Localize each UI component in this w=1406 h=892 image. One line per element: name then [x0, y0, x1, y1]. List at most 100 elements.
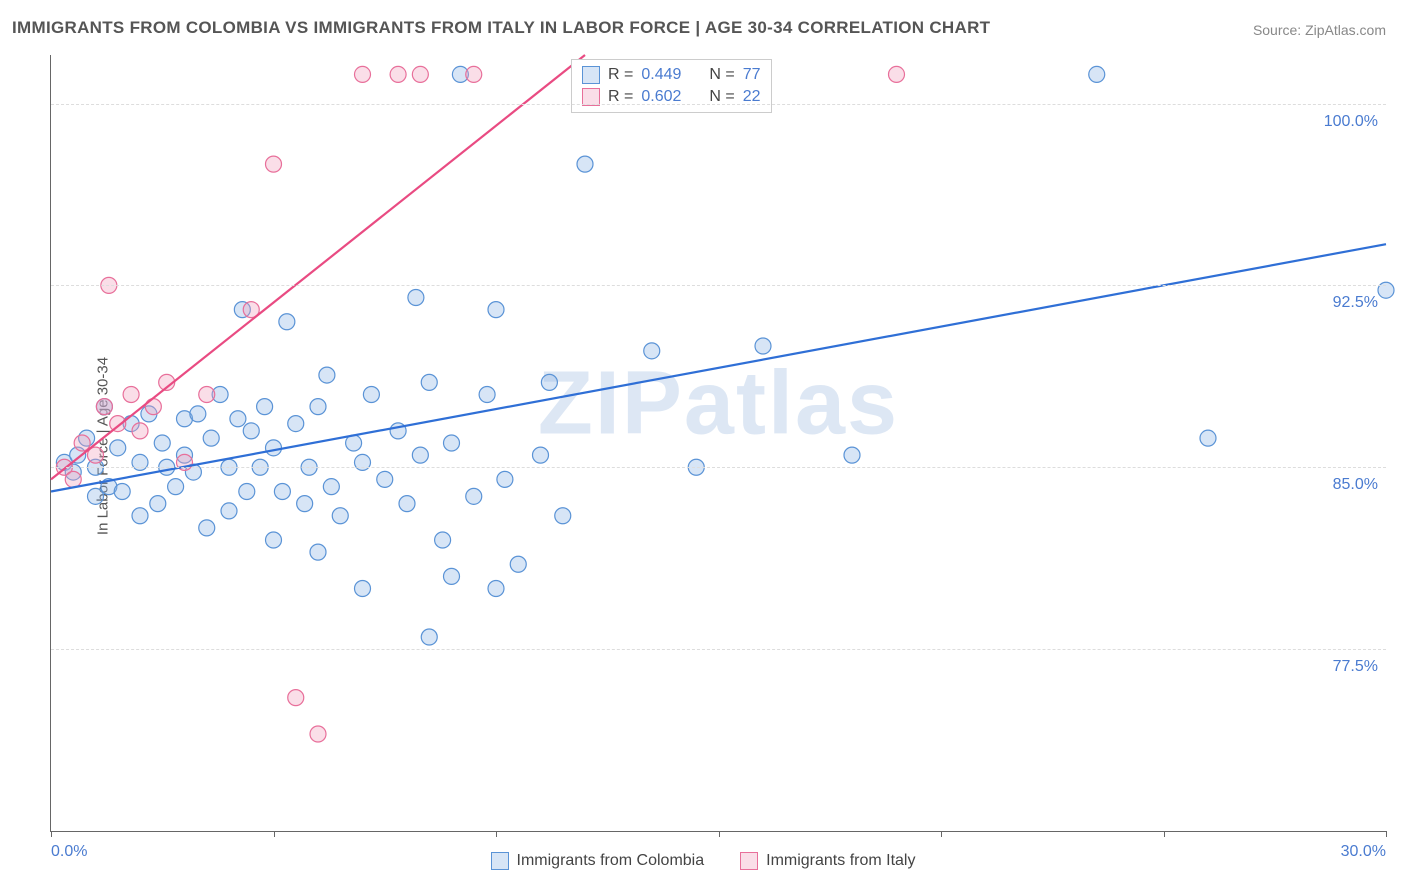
data-point — [74, 435, 90, 451]
data-point — [644, 343, 660, 359]
y-tick-label: 92.5% — [1333, 294, 1378, 312]
legend-row-colombia: R = 0.449 N = 77 — [582, 64, 761, 86]
data-point — [755, 338, 771, 354]
swatch-colombia — [491, 852, 509, 870]
data-point — [288, 416, 304, 432]
data-point — [221, 503, 237, 519]
data-point — [555, 508, 571, 524]
legend-label-colombia: Immigrants from Colombia — [517, 852, 705, 870]
legend-label-italy: Immigrants from Italy — [766, 852, 915, 870]
y-tick-label: 100.0% — [1324, 113, 1378, 131]
data-point — [145, 399, 161, 415]
data-point — [288, 690, 304, 706]
data-point — [239, 484, 255, 500]
data-point — [1200, 430, 1216, 446]
data-point — [132, 508, 148, 524]
legend-item-italy: Immigrants from Italy — [740, 852, 915, 870]
chart-title: IMMIGRANTS FROM COLOMBIA VS IMMIGRANTS F… — [12, 18, 990, 38]
n-value-colombia: 77 — [743, 66, 761, 84]
regression-line — [51, 55, 585, 479]
x-tick — [1386, 831, 1387, 837]
data-point — [510, 556, 526, 572]
x-tick — [51, 831, 52, 837]
data-point — [243, 423, 259, 439]
data-point — [497, 471, 513, 487]
data-point — [1089, 66, 1105, 82]
series-legend: Immigrants from Colombia Immigrants from… — [0, 852, 1406, 870]
data-point — [199, 520, 215, 536]
swatch-italy — [740, 852, 758, 870]
source-attribution: Source: ZipAtlas.com — [1253, 22, 1386, 38]
data-point — [390, 66, 406, 82]
x-tick — [274, 831, 275, 837]
data-point — [377, 471, 393, 487]
data-point — [363, 387, 379, 403]
data-point — [319, 367, 335, 383]
data-point — [310, 399, 326, 415]
data-point — [168, 479, 184, 495]
data-point — [479, 387, 495, 403]
data-point — [421, 374, 437, 390]
data-point — [279, 314, 295, 330]
data-point — [577, 156, 593, 172]
data-point — [266, 532, 282, 548]
data-point — [88, 488, 104, 504]
data-point — [844, 447, 860, 463]
data-point — [110, 440, 126, 456]
data-point — [488, 581, 504, 597]
data-point — [332, 508, 348, 524]
x-tick — [1164, 831, 1165, 837]
legend-item-colombia: Immigrants from Colombia — [491, 852, 705, 870]
gridline — [51, 285, 1386, 286]
gridline — [51, 104, 1386, 105]
data-point — [488, 302, 504, 318]
y-tick-label: 85.0% — [1333, 476, 1378, 494]
x-tick — [719, 831, 720, 837]
correlation-legend: R = 0.449 N = 77 R = 0.602 N = 22 — [571, 59, 772, 113]
plot-area: ZIPatlas R = 0.449 N = 77 R = 0.602 N = … — [50, 55, 1386, 832]
data-point — [266, 440, 282, 456]
swatch-colombia — [582, 66, 600, 84]
data-point — [533, 447, 549, 463]
data-point — [96, 399, 112, 415]
n-prefix: N = — [709, 66, 734, 84]
data-point — [444, 435, 460, 451]
data-point — [310, 726, 326, 742]
data-point — [297, 496, 313, 512]
data-point — [412, 66, 428, 82]
gridline — [51, 467, 1386, 468]
legend-row-italy: R = 0.602 N = 22 — [582, 86, 761, 108]
data-point — [123, 387, 139, 403]
data-point — [230, 411, 246, 427]
data-point — [323, 479, 339, 495]
data-point — [150, 496, 166, 512]
data-point — [132, 423, 148, 439]
r-prefix: R = — [608, 66, 633, 84]
data-point — [435, 532, 451, 548]
r-value-colombia: 0.449 — [641, 66, 681, 84]
data-point — [399, 496, 415, 512]
gridline — [51, 649, 1386, 650]
data-point — [541, 374, 557, 390]
data-point — [889, 66, 905, 82]
data-point — [274, 484, 290, 500]
chart-container: IMMIGRANTS FROM COLOMBIA VS IMMIGRANTS F… — [0, 0, 1406, 892]
data-point — [412, 447, 428, 463]
data-point — [203, 430, 219, 446]
data-point — [466, 488, 482, 504]
y-tick-label: 77.5% — [1333, 658, 1378, 676]
data-point — [266, 156, 282, 172]
data-point — [355, 66, 371, 82]
data-point — [257, 399, 273, 415]
data-point — [114, 484, 130, 500]
data-point — [444, 568, 460, 584]
data-point — [199, 387, 215, 403]
scatter-plot-svg — [51, 55, 1386, 831]
data-point — [154, 435, 170, 451]
data-point — [190, 406, 206, 422]
x-tick — [496, 831, 497, 837]
regression-line — [51, 244, 1386, 491]
x-tick — [941, 831, 942, 837]
data-point — [65, 471, 81, 487]
data-point — [466, 66, 482, 82]
